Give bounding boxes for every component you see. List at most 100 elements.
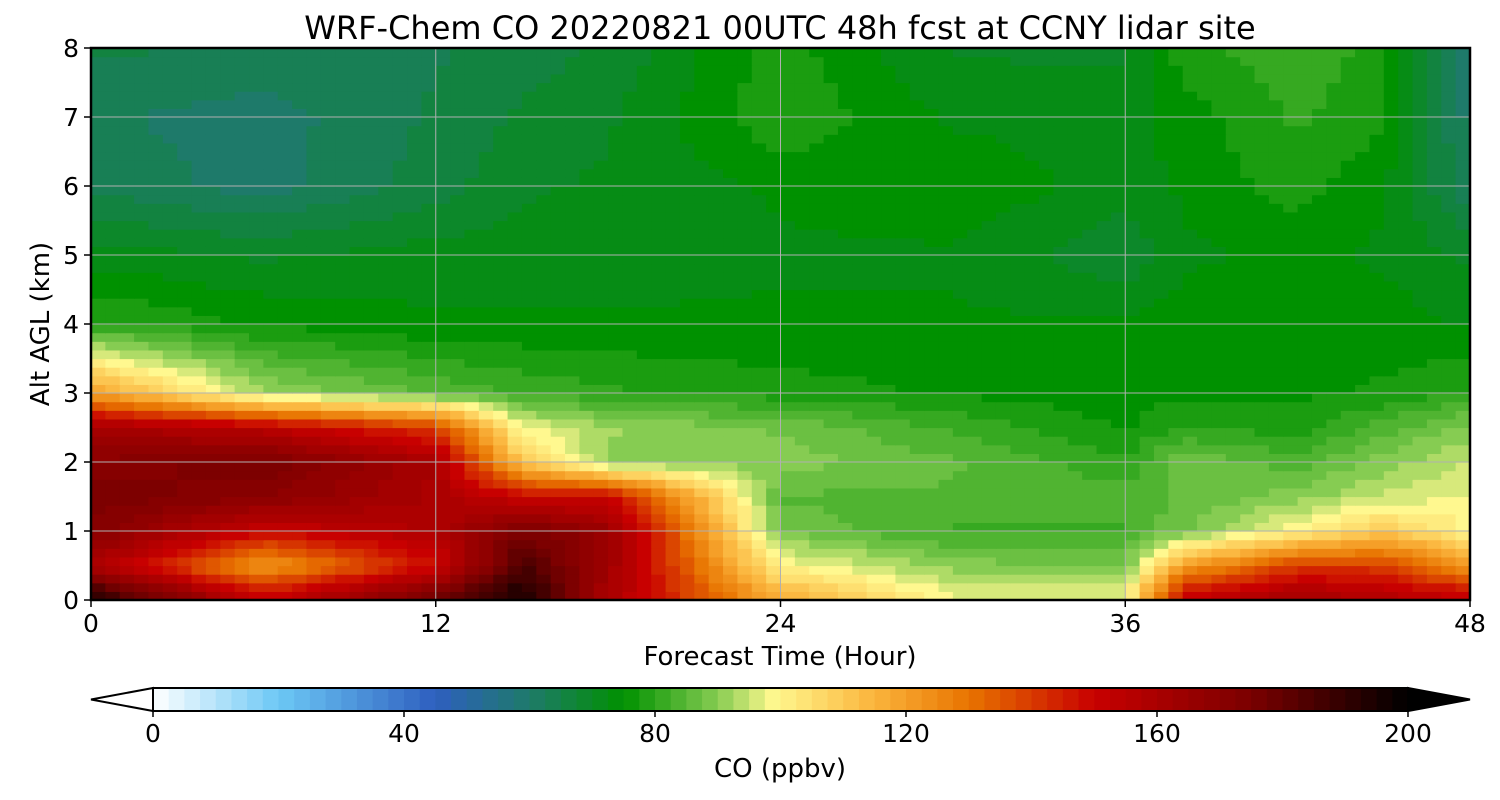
heatmap-cell (1254, 349, 1270, 360)
heatmap-cell (249, 349, 264, 360)
heatmap-cell (565, 418, 580, 429)
heatmap-cell (1067, 186, 1083, 196)
heatmap-cell (521, 418, 537, 429)
heatmap-cell (608, 220, 624, 230)
heatmap-cell (493, 582, 509, 592)
heatmap-cell (1297, 418, 1313, 429)
heatmap-cell (780, 565, 796, 575)
heatmap-cell (766, 565, 782, 575)
heatmap-cell (464, 418, 480, 429)
heatmap-cell (536, 280, 552, 291)
heatmap-cell (651, 427, 667, 437)
heatmap-cell (694, 255, 710, 265)
heatmap-cell (1082, 418, 1098, 429)
heatmap-cell (881, 531, 897, 541)
heatmap-cell (407, 496, 422, 506)
heatmap-cell (1254, 418, 1270, 429)
heatmap-cell (1369, 177, 1385, 187)
heatmap-cell (1426, 444, 1442, 454)
heatmap-cell (464, 272, 480, 282)
heatmap-cell (148, 574, 164, 584)
heatmap-cell (493, 548, 509, 558)
heatmap-cell (881, 410, 897, 420)
heatmap-cell (1168, 168, 1184, 178)
heatmap-cell (306, 211, 322, 222)
heatmap-cell (1383, 565, 1399, 575)
heatmap-cell (105, 142, 121, 153)
heatmap-cell (91, 203, 106, 213)
heatmap-cell (1398, 211, 1414, 222)
heatmap-cell (952, 315, 968, 325)
heatmap-cell (679, 349, 695, 360)
heatmap-cell (823, 263, 839, 273)
heatmap-cell (1067, 393, 1083, 403)
heatmap-cell (737, 384, 753, 394)
heatmap-cell (1455, 513, 1470, 523)
heatmap-cell (1355, 272, 1371, 282)
heatmap-cell (565, 160, 580, 170)
heatmap-cell (636, 177, 652, 187)
heatmap-cell (1211, 194, 1227, 204)
heatmap-cell (1082, 263, 1098, 273)
heatmap-cell (191, 332, 207, 342)
heatmap-cell (105, 168, 121, 178)
heatmap-cell (924, 324, 940, 334)
heatmap-cell (205, 556, 221, 567)
heatmap-cell (1412, 237, 1428, 247)
heatmap-cell (162, 505, 178, 515)
heatmap-cell (119, 393, 135, 403)
heatmap-cell (277, 358, 293, 368)
heatmap-cell (177, 487, 193, 498)
heatmap-cell (1110, 479, 1126, 489)
heatmap-cell (737, 168, 753, 178)
heatmap-cell (665, 444, 681, 454)
heatmap-cell (521, 375, 537, 385)
heatmap-cell (895, 427, 911, 437)
heatmap-cell (766, 574, 782, 584)
heatmap-cell (249, 263, 264, 273)
heatmap-cell (464, 298, 480, 308)
heatmap-cell (1297, 384, 1313, 394)
heatmap-cell (1067, 470, 1083, 480)
heatmap-cell (1082, 272, 1098, 282)
heatmap-cell (565, 341, 580, 351)
heatmap-cell (1383, 168, 1399, 178)
heatmap-cell (1398, 522, 1414, 532)
heatmap-cell (1441, 211, 1457, 222)
heatmap-cell (751, 246, 767, 256)
heatmap-cell (1383, 591, 1399, 600)
heatmap-cell (119, 280, 135, 291)
heatmap-cell (507, 487, 523, 498)
heatmap-cell (823, 393, 839, 403)
heatmap-cell (119, 298, 135, 308)
heatmap-cell (148, 582, 164, 592)
heatmap-cell (1024, 177, 1040, 187)
heatmap-cell (450, 531, 466, 541)
heatmap-cell (881, 211, 897, 222)
heatmap-cell (1369, 298, 1385, 308)
heatmap-cell (234, 177, 250, 187)
heatmap-cell (162, 324, 178, 334)
heatmap-cell (263, 513, 279, 523)
heatmap-cell (1412, 168, 1428, 178)
heatmap-cell (191, 462, 207, 472)
heatmap-cell (263, 203, 279, 213)
heatmap-cell (1369, 324, 1385, 334)
heatmap-cell (421, 436, 437, 446)
heatmap-cell (809, 194, 825, 204)
heatmap-cell (1082, 453, 1098, 463)
heatmap-cell (1168, 272, 1184, 282)
heatmap-cell (205, 203, 221, 213)
heatmap-cell (191, 556, 207, 567)
heatmap-cell (1110, 531, 1126, 541)
heatmap-cell (938, 263, 954, 273)
heatmap-cell (1182, 298, 1198, 308)
heatmap-cell (995, 220, 1011, 230)
heatmap-cell (1082, 194, 1098, 204)
heatmap-cell (450, 548, 466, 558)
heatmap-cell (392, 444, 408, 454)
heatmap-cell (1426, 487, 1442, 498)
heatmap-cell (277, 444, 293, 454)
heatmap-cell (1153, 591, 1169, 600)
heatmap-cell (1211, 401, 1227, 411)
